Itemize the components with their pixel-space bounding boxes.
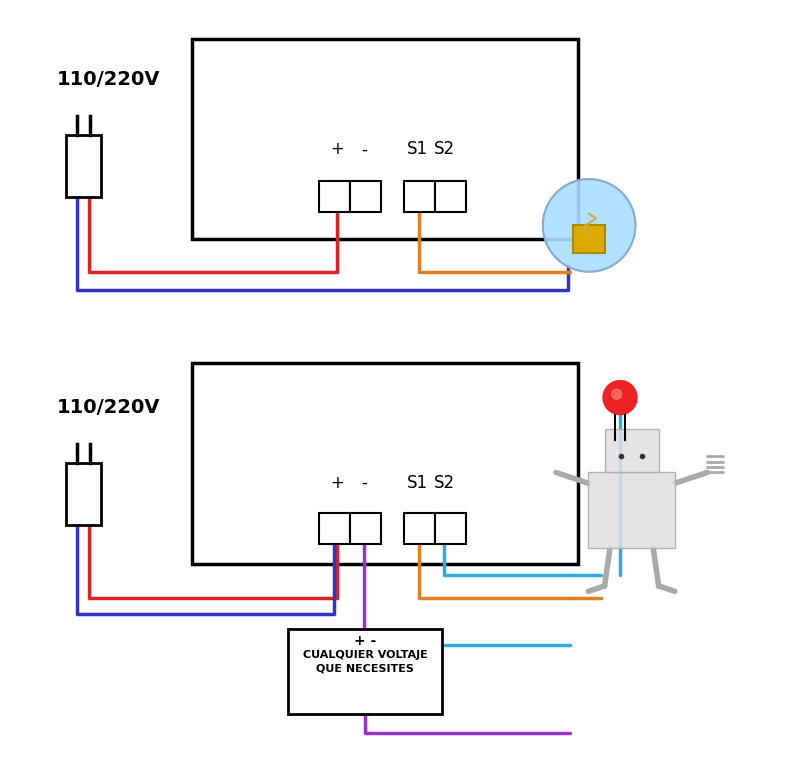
Bar [66,463,101,525]
Text: S2: S2 [434,141,455,158]
Bar [573,225,606,253]
Bar [319,181,350,212]
Text: S1: S1 [406,141,427,158]
Bar [319,513,350,544]
Bar [605,429,658,472]
Text: QUE NECESITES: QUE NECESITES [316,664,414,674]
Text: CUALQUIER VOLTAJE: CUALQUIER VOLTAJE [303,650,428,660]
FancyBboxPatch shape [288,629,442,714]
Text: -: - [362,474,367,492]
Text: -: - [362,141,367,158]
Text: S2: S2 [434,474,455,492]
Circle shape [611,389,622,399]
Bar [588,472,675,548]
Text: 110/220V: 110/220V [57,398,160,417]
Text: + -: + - [354,634,376,648]
Text: 110/220V: 110/220V [57,70,160,89]
Bar [350,181,381,212]
Bar [434,181,466,212]
Circle shape [543,179,635,272]
Bar [191,39,578,239]
Bar [350,513,381,544]
Bar [191,363,578,564]
Text: S1: S1 [406,474,427,492]
Bar [404,513,434,544]
Text: +: + [330,474,344,492]
Circle shape [603,381,637,415]
Bar [434,513,466,544]
Text: +: + [330,141,344,158]
Bar [66,135,101,197]
Bar [404,181,434,212]
